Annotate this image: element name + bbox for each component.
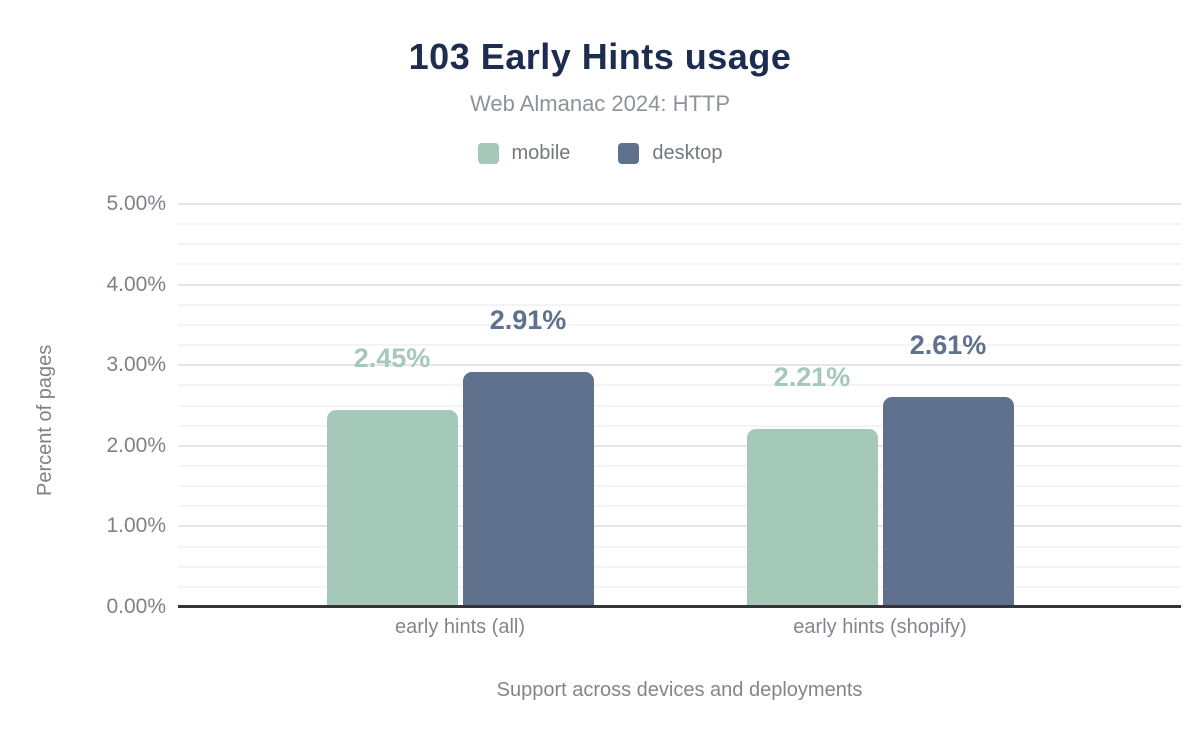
mobile-value-label: 2.21% [773, 361, 851, 392]
gridline-minor [178, 485, 1181, 488]
gridline-minor [178, 505, 1181, 508]
y-axis-tick-label: 2.00% [106, 433, 166, 457]
desktop-value-label: 2.61% [909, 329, 987, 360]
chart-legend: mobile desktop [0, 142, 1200, 165]
gridline-minor [178, 565, 1181, 568]
gridline-minor [178, 464, 1181, 467]
x-axis-category-label: early hints (all) [394, 616, 526, 638]
gridline-minor [178, 585, 1181, 588]
gridline-major [178, 203, 1181, 205]
desktop-bar [462, 372, 594, 607]
mobile-bar [746, 428, 878, 607]
y-axis-tick-label: 4.00% [106, 272, 166, 296]
gridline-major [178, 525, 1181, 528]
gridline-minor [178, 223, 1181, 226]
gridline-minor [178, 303, 1181, 306]
desktop-bar [882, 396, 1014, 607]
gridline-minor [178, 243, 1181, 246]
gridline-minor [178, 404, 1181, 407]
gridline-major [178, 364, 1181, 367]
x-axis-line [178, 605, 1181, 608]
gridline-minor [178, 263, 1181, 266]
y-axis-tick-label: 3.00% [106, 353, 166, 377]
desktop-value-label: 2.91% [489, 305, 567, 336]
mobile-value-label: 2.45% [353, 342, 431, 373]
chart-title: 103 Early Hints usage [408, 36, 792, 77]
desktop-series-swatch-icon [618, 143, 640, 164]
gridline-minor [178, 545, 1181, 548]
legend-label-mobile: mobile [511, 142, 571, 164]
x-axis-title: Support across devices and deployments [496, 679, 863, 701]
plot-area: 2.45% 2.21% 2.91% 2.61% [178, 203, 1181, 608]
y-axis-tick-label: 0.00% [106, 595, 166, 618]
gridline-major [178, 444, 1181, 447]
gridline-minor [178, 424, 1181, 427]
gridline-minor [178, 323, 1181, 326]
y-axis-tick-label: 5.00% [106, 192, 166, 215]
y-axis-tick-label: 1.00% [106, 514, 166, 538]
legend-item-mobile[interactable]: mobile [477, 142, 571, 165]
gridline-major [178, 283, 1181, 286]
chart-subtitle: Web Almanac 2024: HTTP [469, 91, 731, 116]
x-axis-category-label: early hints (shopify) [793, 616, 967, 638]
legend-label-desktop: desktop [652, 142, 723, 164]
legend-item-desktop[interactable]: desktop [618, 142, 722, 165]
gridline-minor [178, 344, 1181, 347]
gridline-minor [178, 384, 1181, 387]
mobile-series-swatch-icon [477, 143, 499, 164]
mobile-bar [326, 409, 458, 607]
